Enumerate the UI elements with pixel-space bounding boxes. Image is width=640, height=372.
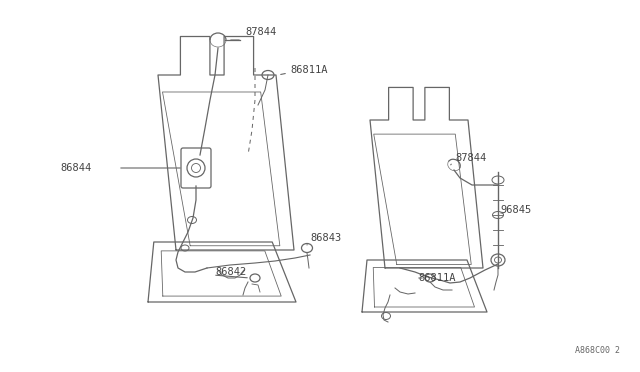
Text: 86811A: 86811A: [418, 273, 456, 283]
Text: 86842: 86842: [215, 267, 246, 277]
Text: 87844: 87844: [455, 153, 486, 163]
Text: 96845: 96845: [500, 205, 531, 215]
Text: A868C00 2: A868C00 2: [575, 346, 620, 355]
Text: 86844: 86844: [60, 163, 92, 173]
Text: 86811A: 86811A: [290, 65, 328, 75]
Text: 87844: 87844: [245, 27, 276, 37]
Text: 86843: 86843: [310, 233, 341, 243]
